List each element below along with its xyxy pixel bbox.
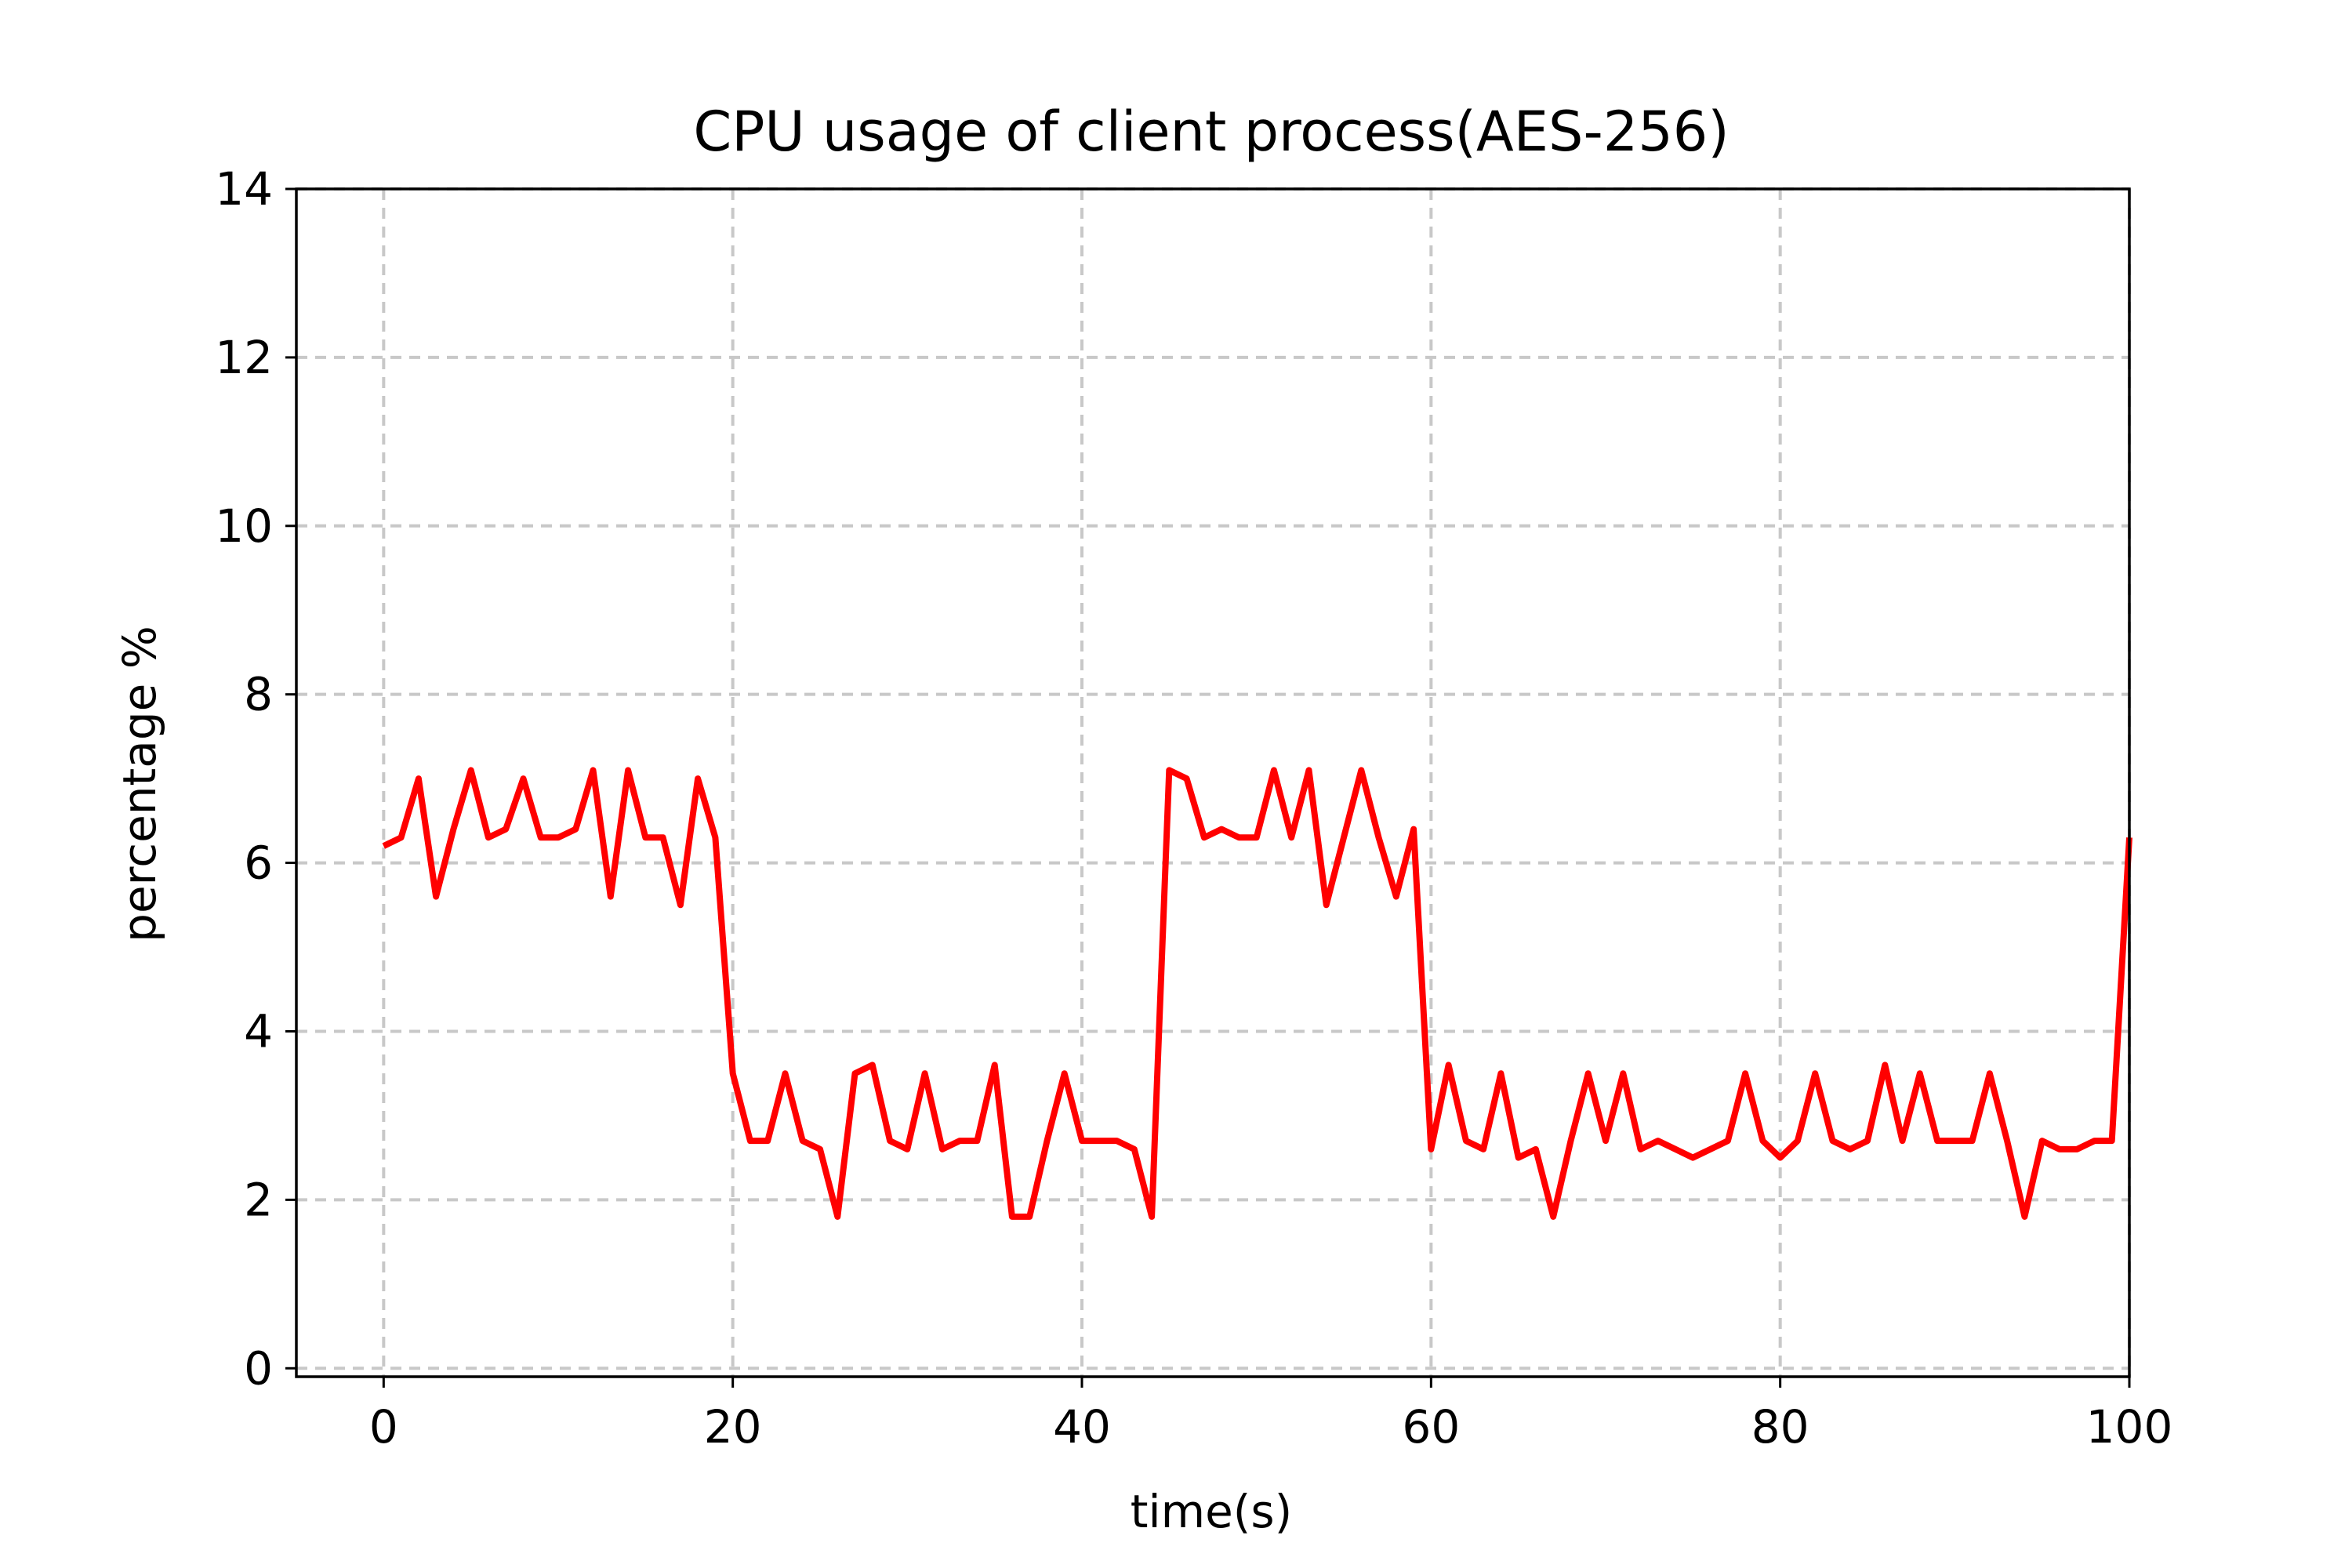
y-axis-label: percentage % <box>113 626 166 942</box>
x-tick-label: 80 <box>1751 1400 1809 1454</box>
ticks: 0 20 40 60 80 100 0 2 4 6 8 10 12 14 <box>215 162 2172 1454</box>
y-tick-label: 6 <box>244 837 273 890</box>
chart-title: CPU usage of client process(AES-256) <box>693 100 1729 164</box>
series-line <box>382 767 2132 1220</box>
x-axis-label: time(s) <box>1131 1485 1293 1538</box>
y-tick-label: 8 <box>244 668 273 721</box>
y-tick-label: 10 <box>215 499 273 553</box>
x-tick-label: 40 <box>1053 1400 1111 1454</box>
x-tick-label: 0 <box>369 1400 398 1454</box>
y-tick-label: 4 <box>244 1004 273 1058</box>
y-tick-label: 12 <box>215 331 273 384</box>
y-tick-label: 0 <box>244 1341 273 1395</box>
x-tick-label: 20 <box>704 1400 762 1454</box>
y-tick-label: 14 <box>215 162 273 216</box>
y-tick-label: 2 <box>244 1173 273 1226</box>
series-layer <box>382 767 2132 1220</box>
x-tick-label: 60 <box>1402 1400 1460 1454</box>
x-tick-label: 100 <box>2086 1400 2173 1454</box>
axes-frame <box>295 187 2131 1378</box>
